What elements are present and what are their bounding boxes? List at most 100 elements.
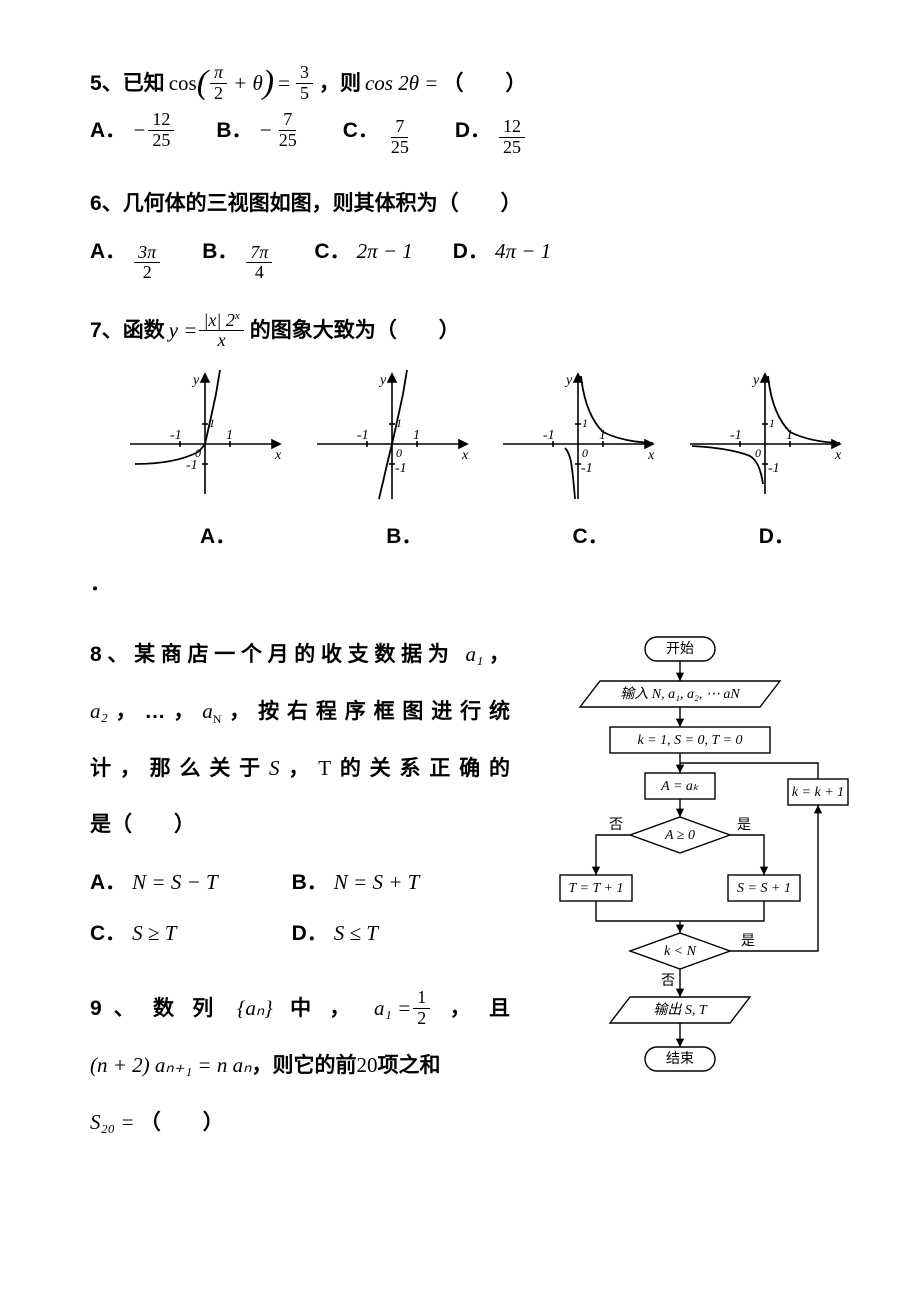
svg-text:-1: -1 — [768, 461, 780, 476]
svg-text:A = aₖ: A = aₖ — [660, 779, 700, 794]
q6-opt-D[interactable]: D． 4π − 1 — [453, 228, 551, 275]
q6-opt-A[interactable]: A． 3π2 — [90, 229, 162, 284]
expr: 2π − 1 — [357, 228, 413, 274]
plus-theta: + θ — [233, 60, 263, 106]
aN: aN — [202, 699, 221, 723]
num: 3 — [296, 63, 313, 84]
num: 7 — [279, 110, 296, 131]
svg-text:x: x — [834, 448, 842, 463]
den: 4 — [251, 263, 268, 283]
svg-text:y: y — [191, 373, 200, 388]
q8-q9-block: 8、某商店一个月的收支数据为 a₁， a₂，…，aN，按右程序框图进行统 计，那… — [90, 631, 850, 1171]
den: 25 — [499, 138, 525, 158]
q5-options: A． − 1225 B． − 725 C． 725 D． 1225 — [90, 107, 850, 157]
q5-prefix: 已知 — [123, 61, 165, 107]
num: 7π — [246, 243, 272, 264]
cos-label: cos — [169, 60, 197, 106]
svg-text:-1: -1 — [186, 458, 198, 473]
q7-prefix: 函数 — [123, 308, 165, 354]
label-D[interactable]: D． — [759, 514, 795, 560]
eq: = — [278, 60, 290, 106]
q5-lhs: cos ( π 2 + θ ) = 3 5 — [169, 60, 315, 106]
svg-text:x: x — [647, 448, 655, 463]
q5-opt-B[interactable]: B． − 725 — [216, 107, 302, 154]
svg-text:结束: 结束 — [666, 1051, 694, 1067]
q7-expr: y = |x| 2x x — [169, 307, 246, 353]
svg-text:y: y — [378, 373, 387, 388]
q7-option-labels: A． B． C． D． — [125, 514, 870, 560]
opt-label: C． — [343, 108, 379, 154]
svg-text:y: y — [564, 373, 573, 388]
label-B[interactable]: B． — [386, 514, 422, 560]
num: 12 — [148, 110, 174, 131]
q7-suffix: 的图象大致为（ ） — [250, 308, 460, 354]
expr: S ≤ T — [334, 910, 378, 956]
q8-opt-A[interactable]: A．N = S − T — [90, 859, 292, 906]
q5-tail: （ ） — [442, 61, 526, 107]
q8-line3: 计，那么关于S，T的关系正确的 — [90, 745, 510, 792]
expr: N = S + T — [334, 859, 420, 905]
q9-line1: 9 、 数 列 {aₙ} 中 ， a₁ = 12 ， 且 — [90, 985, 510, 1032]
q6-opt-B[interactable]: B． 7π4 — [202, 229, 274, 284]
num: 3π — [134, 243, 160, 264]
sign: − — [132, 107, 146, 153]
a1: a₁ — [455, 642, 484, 666]
label-C[interactable]: C． — [573, 514, 609, 560]
den: 25 — [275, 131, 301, 151]
opt-label: B． — [202, 229, 238, 275]
q5-opt-C[interactable]: C． 725 — [343, 108, 415, 157]
question-6: 6、 几何体的三视图如图，则其体积为（ ） A． 3π2 B． 7π4 C． 2… — [90, 181, 850, 283]
svg-text:开始: 开始 — [666, 641, 694, 657]
svg-text:x: x — [274, 448, 282, 463]
svg-text:-1: -1 — [581, 461, 593, 476]
sign: − — [259, 107, 273, 153]
num: 1 — [413, 988, 430, 1009]
svg-text:-1: -1 — [543, 428, 555, 443]
den: 2 — [139, 263, 156, 283]
q8-opt-B[interactable]: B．N = S + T — [292, 859, 494, 906]
svg-text:1: 1 — [226, 428, 233, 443]
expr: S ≥ T — [132, 910, 176, 956]
opt-label: D． — [453, 229, 489, 275]
q9-line2: (n + 2) aₙ₊₁ = n aₙ，则它的前20项之和 — [90, 1042, 510, 1089]
svg-text:输出 S, T: 输出 S, T — [653, 1002, 707, 1018]
svg-text:是: 是 — [741, 934, 755, 949]
q9-line3: S₂₀ = （ ） — [90, 1099, 510, 1146]
three-fifths: 3 5 — [296, 63, 313, 104]
svg-text:-1: -1 — [357, 428, 369, 443]
label-A[interactable]: A． — [200, 514, 236, 560]
q7-trailing-dot: ． — [90, 561, 850, 607]
recurrence: (n + 2) aₙ₊₁ = n aₙ — [90, 1053, 251, 1077]
graph-C: y x -1 1 1 0 -1 — [493, 364, 663, 504]
q5-opt-D[interactable]: D． 1225 — [455, 108, 527, 157]
svg-text:1: 1 — [413, 428, 420, 443]
svg-text:0: 0 — [396, 446, 402, 460]
q5-cos2t: cos 2θ = — [365, 60, 438, 106]
q7-frac: |x| 2x x — [199, 310, 243, 352]
svg-text:输入 N, a₁, a₂, ⋯ aN: 输入 N, a₁, a₂, ⋯ aN — [620, 686, 740, 702]
q8-line2: a₂，…，aN，按右程序框图进行统 — [90, 688, 510, 735]
q8-line4: 是（ ） — [90, 802, 510, 848]
t: 数 列 — [153, 997, 219, 1020]
graph-B: y x -1 1 1 0 -1 — [307, 364, 477, 504]
t: 计，那么关于 — [90, 757, 269, 780]
q6-options: A． 3π2 B． 7π4 C． 2π − 1 D． 4π − 1 — [90, 228, 850, 284]
q5-opt-A[interactable]: A． − 1225 — [90, 107, 176, 154]
num: 7 — [391, 117, 408, 138]
q8-opt-D[interactable]: D．S ≤ T — [292, 910, 494, 957]
question-9: 9 、 数 列 {aₙ} 中 ， a₁ = 12 ， 且 (n + 2) aₙ₊… — [90, 985, 510, 1147]
svg-text:1: 1 — [396, 416, 402, 430]
t: ，则它的前 — [251, 1054, 356, 1077]
t: ，…， — [108, 700, 202, 723]
question-7: 7、 函数 y = |x| 2x x 的图象大致为（ ） — [90, 307, 850, 607]
s20: S₂₀ = — [90, 1110, 135, 1134]
q8-opt-C[interactable]: C．S ≥ T — [90, 910, 292, 957]
S: S — [269, 756, 280, 780]
q6-opt-C[interactable]: C． 2π − 1 — [314, 228, 412, 275]
den: 25 — [148, 131, 174, 151]
T: T — [318, 756, 331, 780]
q7-number: 7、 — [90, 308, 123, 354]
graph-D: y x -1 1 1 0 -1 — [680, 364, 850, 504]
flowchart: 开始 输入 N, a₁, a₂, ⋯ aN k = 1, S = 0, T = … — [510, 631, 850, 1167]
svg-text:1: 1 — [786, 428, 793, 443]
